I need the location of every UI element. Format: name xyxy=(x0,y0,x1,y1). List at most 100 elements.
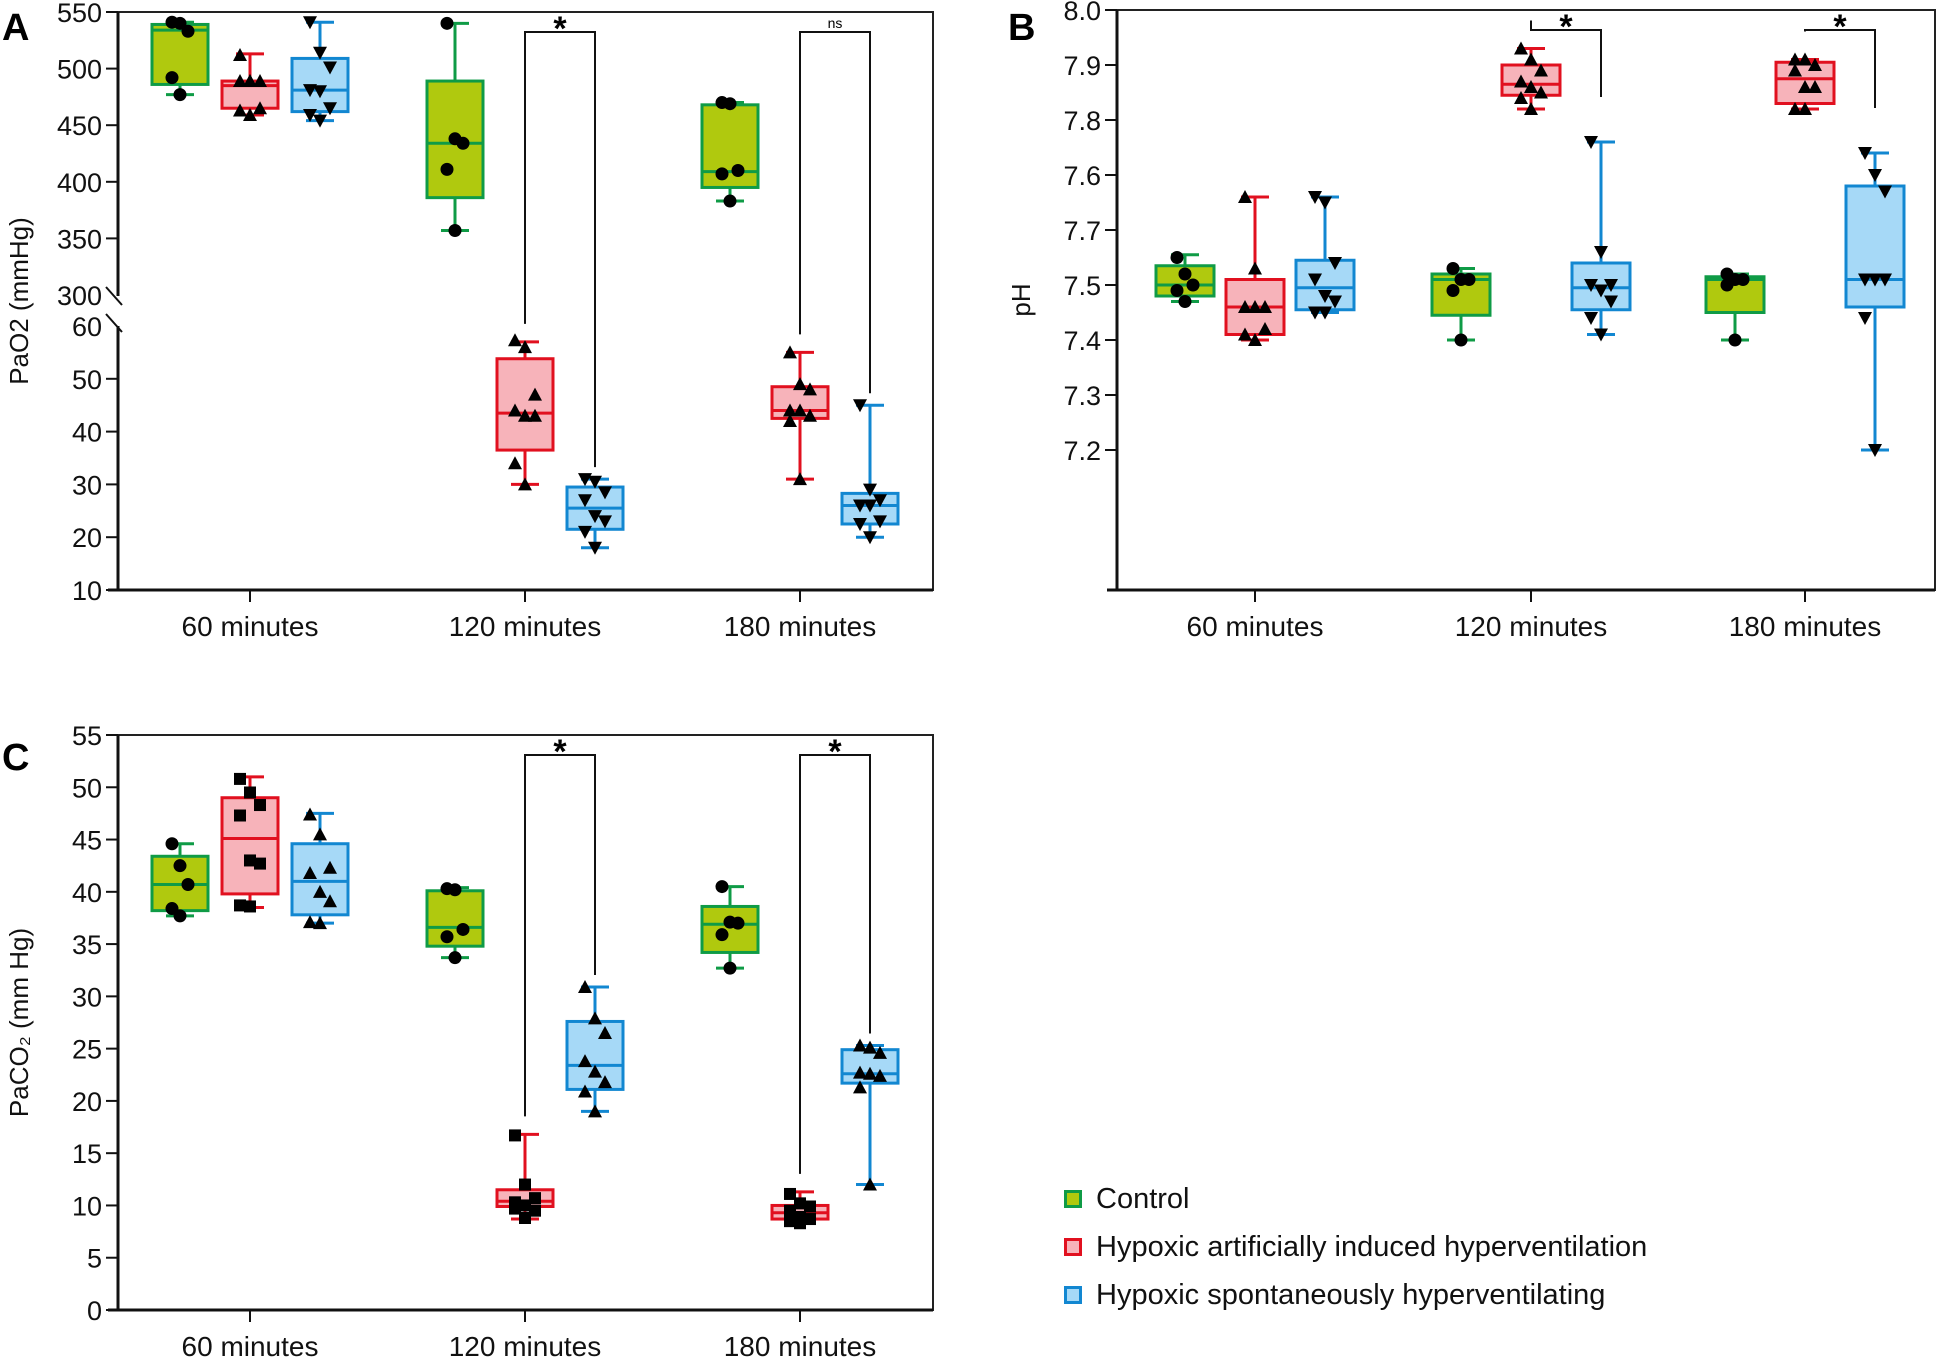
y-tick-label: 450 xyxy=(57,111,102,141)
data-point-triangle-down xyxy=(853,399,867,413)
box-control xyxy=(425,882,485,965)
y-tick-label: 25 xyxy=(72,1035,102,1065)
y-tick-label: 35 xyxy=(72,930,102,960)
data-point-triangle-up xyxy=(1524,80,1538,93)
bracket-line xyxy=(799,754,871,1174)
data-point-triangle-up xyxy=(323,894,337,908)
data-point-triangle-up xyxy=(578,1084,592,1098)
data-point-triangle-up xyxy=(1248,333,1262,346)
data-point-triangle-down xyxy=(323,61,337,75)
box-hypoxic-artificially-induced-hyperventilation xyxy=(220,48,280,122)
box-hypoxic-spontaneously-hyperventilating xyxy=(1294,191,1356,320)
data-point-triangle-down xyxy=(1858,147,1872,160)
significance-label: * xyxy=(828,733,842,771)
data-point-triangle-up xyxy=(243,108,257,122)
data-point-circle xyxy=(181,24,195,38)
box-control xyxy=(425,16,485,237)
data-point-triangle-up xyxy=(853,1065,867,1079)
bracket-line xyxy=(799,31,871,394)
box-iqr xyxy=(700,103,760,189)
box-hypoxic-artificially-induced-hyperventilation xyxy=(770,345,830,486)
data-point-triangle-up xyxy=(1238,300,1252,313)
data-point-triangle-down xyxy=(303,84,317,98)
data-point-triangle-up xyxy=(803,408,817,422)
y-tick-label: 5 xyxy=(87,1244,102,1274)
box-hypoxic-spontaneously-hyperventilating xyxy=(565,473,625,555)
data-point-circle xyxy=(440,930,454,944)
y-tick-label: 400 xyxy=(57,168,102,198)
legend-swatch-spontaneous xyxy=(1064,1286,1082,1304)
significance-label: * xyxy=(553,733,567,771)
data-point-square xyxy=(254,799,266,812)
y-tick-label: 60 xyxy=(72,312,102,342)
data-point-triangle-up xyxy=(518,408,532,422)
box-hypoxic-spontaneously-hyperventilating xyxy=(565,979,625,1118)
box-hypoxic-spontaneously-hyperventilating xyxy=(840,399,900,545)
data-point-triangle-up xyxy=(598,1075,612,1089)
data-point-triangle-up xyxy=(528,408,542,422)
data-point-circle xyxy=(173,859,187,873)
data-point-triangle-down xyxy=(1868,169,1882,182)
y-tick-label: 30 xyxy=(72,982,102,1012)
significance-label: * xyxy=(1559,8,1573,46)
box-control xyxy=(150,15,210,102)
y-tick-label: 0 xyxy=(87,1296,102,1326)
data-point-triangle-down xyxy=(1594,328,1608,342)
data-point-square xyxy=(784,1204,796,1217)
box-hypoxic-artificially-induced-hyperventilation xyxy=(220,772,280,913)
data-point-triangle-up xyxy=(588,1064,602,1078)
data-point-triangle-down xyxy=(313,114,327,128)
data-point-circle xyxy=(456,136,470,150)
box-iqr xyxy=(1844,184,1906,309)
data-point-circle xyxy=(1462,273,1476,286)
data-point-triangle-down xyxy=(303,16,317,30)
box-hypoxic-spontaneously-hyperventilating xyxy=(840,1038,900,1191)
y-tick-label: 500 xyxy=(57,55,102,85)
data-point-square xyxy=(784,1215,796,1228)
data-point-square xyxy=(244,786,256,799)
box-iqr xyxy=(290,56,350,114)
data-point-triangle-up xyxy=(783,403,797,417)
data-point-triangle-up xyxy=(598,1025,612,1039)
data-point-circle xyxy=(440,162,454,176)
data-point-square xyxy=(519,1199,531,1212)
box-iqr xyxy=(220,796,280,896)
box-iqr xyxy=(290,842,350,917)
bracket-line xyxy=(1804,29,1876,108)
data-point-triangle-up xyxy=(1534,85,1548,99)
box-control xyxy=(1430,262,1492,347)
data-point-triangle-down xyxy=(853,499,867,513)
data-point-square xyxy=(794,1197,806,1210)
data-point-circle xyxy=(1736,273,1750,286)
data-point-circle xyxy=(715,928,729,942)
data-point-triangle-down xyxy=(578,494,592,508)
legend-item-control: Control xyxy=(1064,1175,1647,1223)
data-point-triangle-down xyxy=(1604,295,1618,309)
data-point-triangle-down xyxy=(863,531,877,545)
data-point-triangle-down xyxy=(873,494,887,508)
x-tick-label: 120 minutes xyxy=(1455,611,1608,642)
x-tick-label: 60 minutes xyxy=(182,1331,319,1361)
data-point-triangle-down xyxy=(323,102,337,116)
data-point-square xyxy=(804,1200,816,1213)
data-point-circle xyxy=(448,223,462,237)
data-point-triangle-up xyxy=(1798,80,1812,93)
legend-item-spontaneous: Hypoxic spontaneously hyperventilating xyxy=(1064,1271,1647,1319)
data-point-square xyxy=(234,772,246,785)
data-point-triangle-up xyxy=(1514,91,1528,104)
legend-item-artificial: Hypoxic artificially induced hyperventil… xyxy=(1064,1223,1647,1271)
data-point-triangle-up xyxy=(323,860,337,874)
data-point-triangle-up xyxy=(528,387,542,401)
data-point-triangle-up xyxy=(253,74,267,88)
data-point-triangle-up xyxy=(243,74,257,88)
data-point-triangle-up xyxy=(518,477,532,491)
data-point-circle xyxy=(1728,333,1742,347)
box-iqr xyxy=(700,904,760,954)
data-point-circle xyxy=(173,909,187,923)
data-point-triangle-down xyxy=(1308,306,1322,320)
data-point-circle xyxy=(731,916,745,930)
data-point-triangle-down xyxy=(863,483,877,497)
data-point-triangle-up xyxy=(1524,52,1538,66)
y-tick-label: 7.9 xyxy=(1063,51,1101,81)
y-tick-label: 8.0 xyxy=(1063,0,1101,26)
